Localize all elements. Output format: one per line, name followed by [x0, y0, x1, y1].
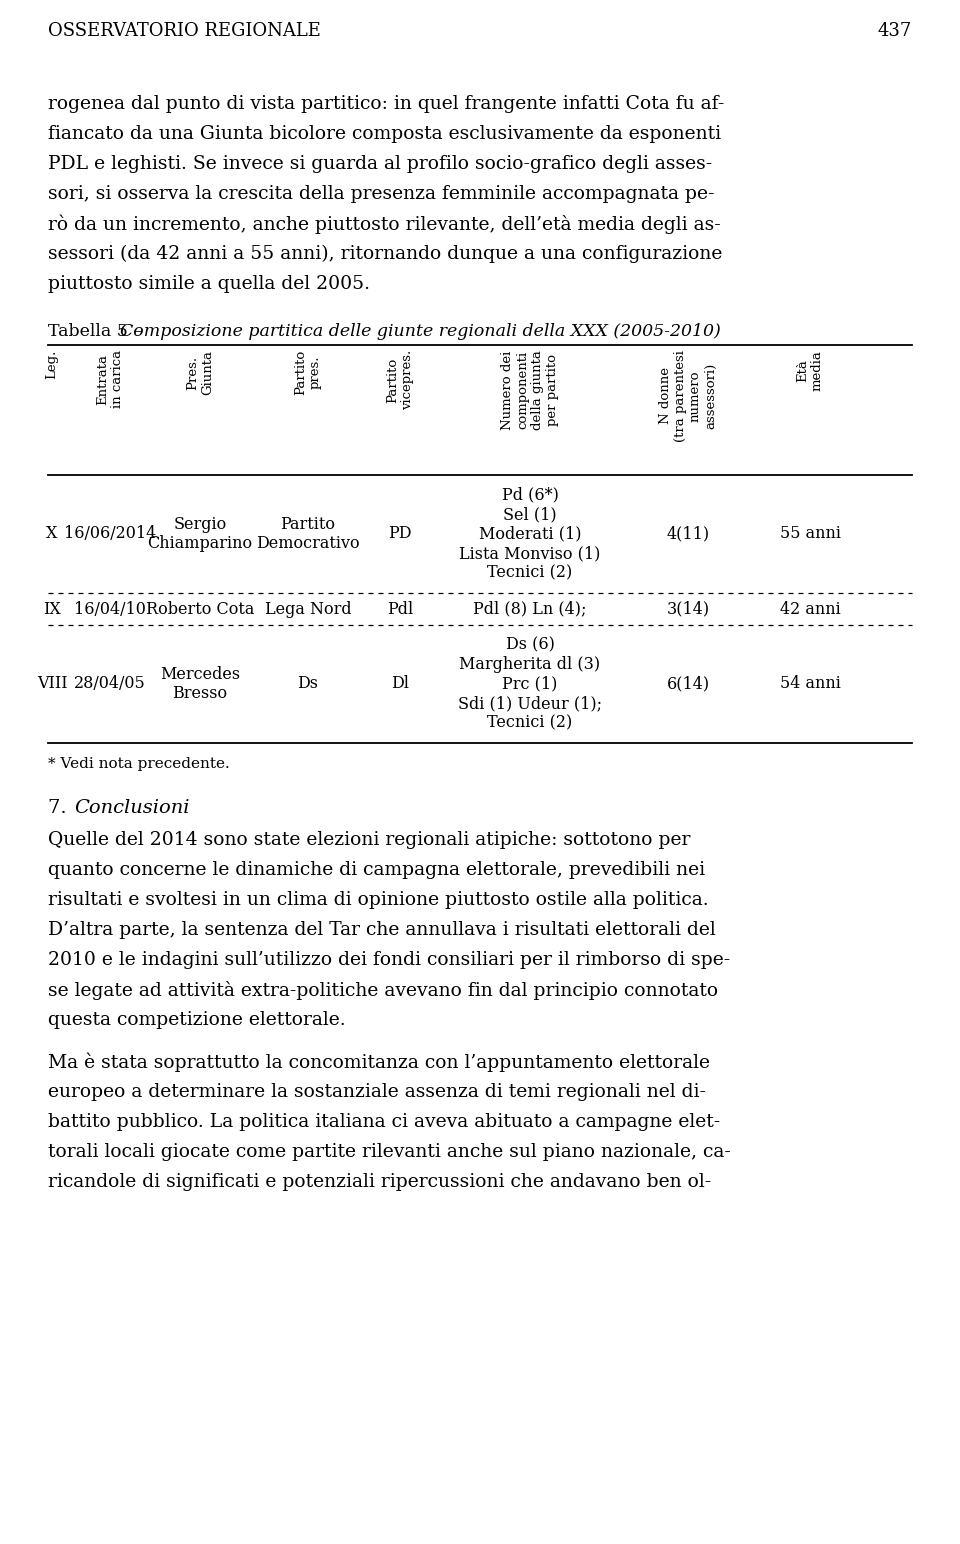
Text: Dl: Dl [391, 676, 409, 693]
Text: fiancato da una Giunta bicolore composta esclusivamente da esponenti: fiancato da una Giunta bicolore composta… [48, 125, 721, 144]
Text: Ds: Ds [298, 676, 319, 693]
Text: battito pubblico. La politica italiana ci aveva abituato a campagne elet-: battito pubblico. La politica italiana c… [48, 1113, 720, 1132]
Text: questa competizione elettorale.: questa competizione elettorale. [48, 1011, 346, 1028]
Text: Composizione partitica delle giunte regionali della XXX (2005-2010): Composizione partitica delle giunte regi… [120, 323, 721, 340]
Text: IX: IX [43, 601, 60, 618]
Text: risultati e svoltesi in un clima di opinione piuttosto ostile alla politica.: risultati e svoltesi in un clima di opin… [48, 891, 708, 909]
Text: 6(14): 6(14) [666, 676, 709, 693]
Text: 2010 e le indagini sull’utilizzo dei fondi consiliari per il rimborso di spe-: 2010 e le indagini sull’utilizzo dei fon… [48, 951, 731, 970]
Text: Ds (6)
Margherita dl (3)
Prc (1)
Sdi (1) Udeur (1);
Tecnici (2): Ds (6) Margherita dl (3) Prc (1) Sdi (1)… [458, 636, 602, 732]
Text: Partito
pres.: Partito pres. [294, 350, 322, 395]
Text: rò da un incremento, anche piuttosto rilevante, dell’età media degli as-: rò da un incremento, anche piuttosto ril… [48, 215, 721, 235]
Text: piuttosto simile a quella del 2005.: piuttosto simile a quella del 2005. [48, 275, 370, 293]
Text: 16/04/10: 16/04/10 [74, 601, 146, 618]
Text: 54 anni: 54 anni [780, 676, 840, 693]
Text: sori, si osserva la crescita della presenza femminile accompagnata pe-: sori, si osserva la crescita della prese… [48, 185, 714, 202]
Text: 16/06/2014: 16/06/2014 [64, 525, 156, 542]
Text: Mercedes
Bresso: Mercedes Bresso [160, 665, 240, 703]
Text: OSSERVATORIO REGIONALE: OSSERVATORIO REGIONALE [48, 22, 321, 40]
Text: 55 anni: 55 anni [780, 525, 841, 542]
Text: Quelle del 2014 sono state elezioni regionali atipiche: sottotono per: Quelle del 2014 sono state elezioni regi… [48, 831, 690, 849]
Text: Pdl: Pdl [387, 601, 413, 618]
Text: rogenea dal punto di vista partitico: in quel frangente infatti Cota fu af-: rogenea dal punto di vista partitico: in… [48, 96, 725, 113]
Text: 437: 437 [877, 22, 912, 40]
Text: 3(14): 3(14) [666, 601, 709, 618]
Text: europeo a determinare la sostanziale assenza di temi regionali nel di-: europeo a determinare la sostanziale ass… [48, 1082, 706, 1101]
Text: Leg.: Leg. [45, 350, 59, 380]
Text: quanto concerne le dinamiche di campagna elettorale, prevedibili nei: quanto concerne le dinamiche di campagna… [48, 862, 706, 879]
Text: PD: PD [388, 525, 412, 542]
Text: 28/04/05: 28/04/05 [74, 676, 146, 693]
Text: Tabella 5 –: Tabella 5 – [48, 323, 148, 340]
Text: Entrata
in carica: Entrata in carica [96, 350, 124, 408]
Text: VIII: VIII [36, 676, 67, 693]
Text: se legate ad attività extra-politiche avevano fin dal principio connotato: se legate ad attività extra-politiche av… [48, 980, 718, 1001]
Text: 42 anni: 42 anni [780, 601, 840, 618]
Text: torali locali giocate come partite rilevanti anche sul piano nazionale, ca-: torali locali giocate come partite rilev… [48, 1143, 731, 1161]
Text: * Vedi nota precedente.: * Vedi nota precedente. [48, 757, 229, 770]
Text: ricandole di significati e potenziali ripercussioni che andavano ben ol-: ricandole di significati e potenziali ri… [48, 1173, 711, 1190]
Text: Lega Nord: Lega Nord [265, 601, 351, 618]
Text: Roberto Cota: Roberto Cota [146, 601, 254, 618]
Text: Pres.
Giunta: Pres. Giunta [186, 350, 214, 395]
Text: 7.: 7. [48, 798, 73, 817]
Text: Pdl (8) Ln (4);: Pdl (8) Ln (4); [473, 601, 587, 618]
Text: Conclusioni: Conclusioni [74, 798, 189, 817]
Text: Pd (6*)
Sel (1)
Moderati (1)
Lista Monviso (1)
Tecnici (2): Pd (6*) Sel (1) Moderati (1) Lista Monvi… [459, 486, 601, 582]
Text: Età
media: Età media [796, 350, 824, 391]
Text: Partito
Democrativo: Partito Democrativo [256, 516, 360, 553]
Text: Numero dei
componenti
della giunta
per partito: Numero dei componenti della giunta per p… [501, 350, 559, 429]
Text: X: X [46, 525, 58, 542]
Text: PDL e leghisti. Se invece si guarda al profilo socio-grafico degli asses-: PDL e leghisti. Se invece si guarda al p… [48, 154, 712, 173]
Text: D’altra parte, la sentenza del Tar che annullava i risultati elettorali del: D’altra parte, la sentenza del Tar che a… [48, 922, 716, 939]
Text: Ma è stata soprattutto la concomitanza con l’appuntamento elettorale: Ma è stata soprattutto la concomitanza c… [48, 1053, 710, 1073]
Text: N donne
(tra parentesi
numero
assessori): N donne (tra parentesi numero assessori) [659, 350, 717, 442]
Text: sessori (da 42 anni a 55 anni), ritornando dunque a una configurazione: sessori (da 42 anni a 55 anni), ritornan… [48, 245, 722, 262]
Text: Partito
vicepres.: Partito vicepres. [386, 350, 414, 411]
Text: Sergio
Chiamparino: Sergio Chiamparino [148, 516, 252, 553]
Text: 4(11): 4(11) [666, 525, 709, 542]
